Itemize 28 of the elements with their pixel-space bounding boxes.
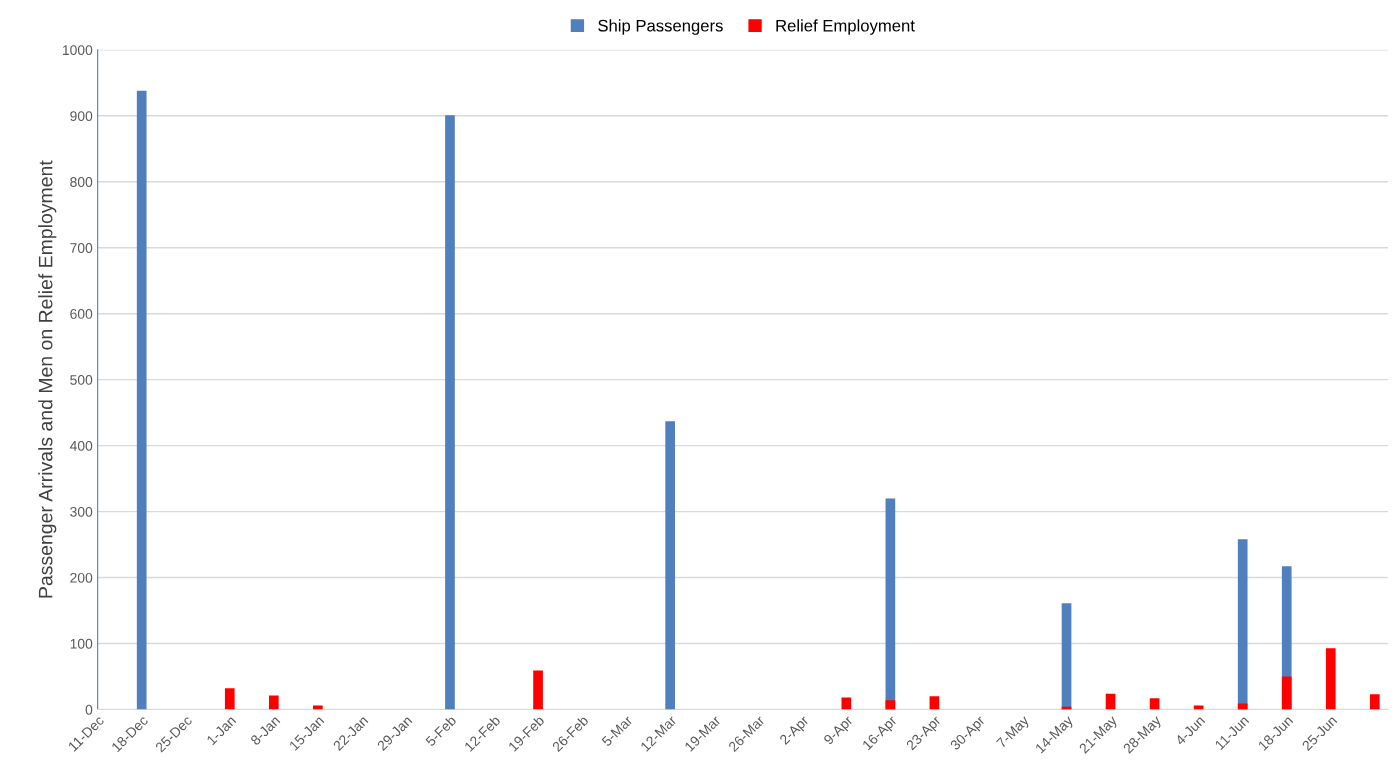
bar <box>1369 694 1380 710</box>
bar <box>224 688 235 710</box>
bar <box>533 670 543 710</box>
y-tick-label: 700 <box>70 243 93 253</box>
bar <box>1061 603 1072 710</box>
legend-label: Ship Passengers <box>598 19 723 35</box>
bar <box>665 421 676 710</box>
y-axis-title: Passenger Arrivals and Men on Relief Employment <box>38 160 57 598</box>
y-tick-label: 1000 <box>62 45 93 56</box>
y-tick-label: 100 <box>70 638 93 649</box>
y-tick-label: 900 <box>70 111 93 121</box>
y-tick-label: 500 <box>70 375 93 385</box>
bar <box>929 696 940 710</box>
bar <box>268 695 279 710</box>
bar <box>445 115 455 710</box>
bar <box>1149 698 1160 710</box>
y-tick-label: 400 <box>69 440 93 451</box>
bar <box>1281 676 1292 710</box>
bar <box>885 700 896 710</box>
y-tick-label: 300 <box>70 506 93 517</box>
y-tick-label: 800 <box>70 177 93 187</box>
legend-label: Relief Employment <box>776 19 915 35</box>
bar <box>136 90 147 710</box>
bar <box>1325 648 1336 710</box>
y-tick-label: 0 <box>85 704 93 715</box>
y-tick-label: 600 <box>70 309 93 319</box>
bar <box>841 697 852 710</box>
y-tick-label: 200 <box>70 572 93 583</box>
